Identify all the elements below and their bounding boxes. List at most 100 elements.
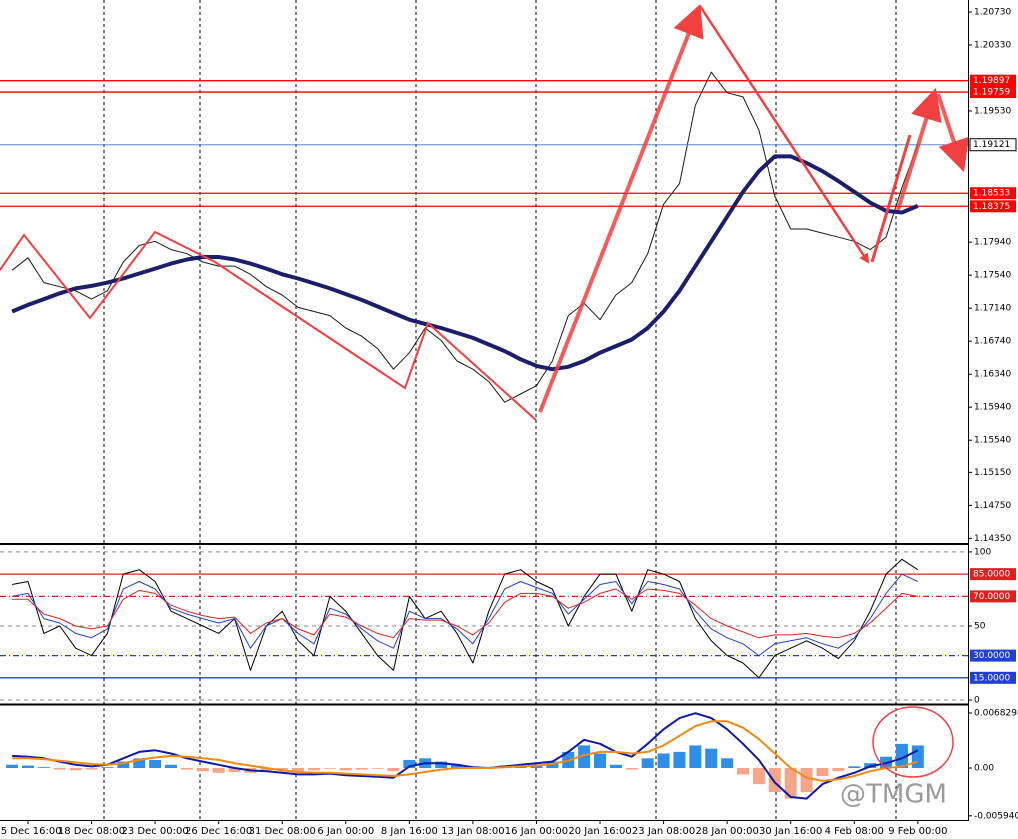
histogram-bar (212, 767, 225, 773)
session-separators (103, 0, 897, 820)
y-tick-label: 1.17140 (974, 304, 1011, 314)
series-line (12, 720, 919, 782)
histogram-bar (673, 751, 686, 768)
histogram-bar (403, 759, 416, 768)
down-arrow (698, 5, 870, 264)
series-line (12, 712, 919, 800)
histogram-bar (260, 767, 273, 771)
level-label: 85.0000 (973, 570, 1010, 580)
histogram-bar (308, 767, 321, 771)
histogram-bar (768, 767, 781, 793)
zigzag (0, 230, 537, 421)
histogram-bar (6, 764, 19, 768)
level-label-box (970, 671, 1016, 684)
y-tick-label: 1.20730 (974, 7, 1011, 17)
histogram-bar (180, 767, 193, 770)
x-tick-label: 23 Jan 08:00 (632, 826, 695, 837)
histogram-bar (609, 764, 622, 768)
histogram-bar (721, 758, 734, 768)
y-tick-label: 1.15540 (974, 436, 1011, 446)
x-tick-label: 23 Dec 00:00 (121, 826, 188, 837)
histogram-bar (705, 748, 718, 768)
level-label-box (970, 568, 1016, 581)
last-price-box (969, 138, 1017, 152)
x-tick-label: 6 Jan 00:00 (317, 826, 374, 837)
histogram-bar (85, 767, 98, 770)
histogram-bar (657, 753, 670, 768)
histogram-bar (228, 767, 241, 773)
histogram-bar (323, 767, 336, 769)
histogram-bar (689, 745, 702, 768)
x-tick-label: 30 Jan 16:00 (759, 826, 822, 837)
histogram-bar (784, 767, 797, 799)
histogram-bar (451, 764, 464, 768)
level-label: 15.0000 (973, 673, 1010, 683)
histogram-bar (387, 767, 400, 772)
histogram-bar (816, 767, 829, 777)
level-label: 1.19759 (973, 88, 1010, 98)
level-label: 1.19897 (973, 76, 1010, 86)
frame (0, 0, 969, 821)
y-tick-label: 1.15940 (974, 403, 1011, 413)
histogram-bar (133, 758, 146, 768)
y-tick-label: 1.19530 (974, 106, 1011, 116)
x-tick-label: 8 Jan 16:00 (381, 826, 438, 837)
level-label: 30.0000 (973, 651, 1010, 661)
projection-down (936, 93, 970, 173)
histogram-bar (594, 753, 607, 768)
series-line (12, 573, 919, 657)
level-label: 1.18533 (973, 189, 1010, 199)
y-tick-label: 0.00 (974, 763, 994, 773)
x-tick-label: 31 Dec 08:00 (249, 826, 316, 837)
histogram-bar (276, 767, 289, 770)
x-tick-label: 9 Feb 00:00 (888, 826, 947, 837)
x-tick-label: 26 Dec 16:00 (185, 826, 252, 837)
histogram-bar (339, 767, 352, 771)
series-line (11, 154, 919, 372)
y-tick-label: 50 (974, 621, 986, 631)
up-arrow (538, 4, 704, 413)
level-label-box (970, 649, 1016, 662)
y-tick-label: 1.16340 (974, 370, 1011, 380)
histogram-bar (848, 766, 861, 768)
histogram-bar (117, 761, 130, 768)
last-price-label: 1.19121 (973, 140, 1010, 150)
histogram-bar (165, 764, 177, 768)
y-tick-label: 0 (974, 696, 980, 706)
x-tick-label: 18 Dec 08:00 (58, 826, 125, 837)
histogram-bar (895, 743, 908, 768)
histogram-bar (578, 745, 591, 768)
projection-up (896, 87, 942, 211)
y-tick-label: 1.14750 (974, 501, 1011, 511)
histogram-bar (101, 767, 114, 768)
up-leg (870, 134, 912, 263)
level-label: 70.0000 (973, 592, 1010, 602)
histogram-bar (149, 759, 162, 768)
histogram-bar (641, 758, 654, 768)
level-label-box (970, 590, 1016, 603)
histogram-bar (37, 767, 50, 768)
y-tick-label: 1.15150 (974, 468, 1011, 478)
level-label-box (970, 86, 1016, 99)
histogram-bar (435, 761, 448, 768)
x-tick-label: 28 Jan 00:00 (695, 826, 758, 837)
histogram-bar (911, 745, 924, 768)
level-label: 1.18375 (973, 202, 1010, 212)
series-line (12, 588, 918, 639)
level-label-box (970, 187, 1016, 200)
histogram-bar (800, 767, 813, 793)
histogram-bar (292, 767, 305, 772)
y-tick-label: 0.0068298 (974, 709, 1018, 719)
histogram-bar (21, 765, 34, 768)
histogram-bar (53, 767, 66, 770)
histogram-bar (832, 767, 845, 772)
y-tick-label: 1.14350 (974, 534, 1011, 544)
y-tick-label: 1.16740 (974, 337, 1011, 347)
x-tick-label: 13 Jan 08:00 (441, 826, 504, 837)
plot-layer: 1.20730 1.20330 1.19530 1.17940 1.17540 1.171… (0, 7, 1018, 837)
y-tick-label: 1.20330 (974, 40, 1011, 50)
series-line (12, 558, 919, 679)
x-tick-label: 15 Dec 16:00 (0, 826, 62, 837)
